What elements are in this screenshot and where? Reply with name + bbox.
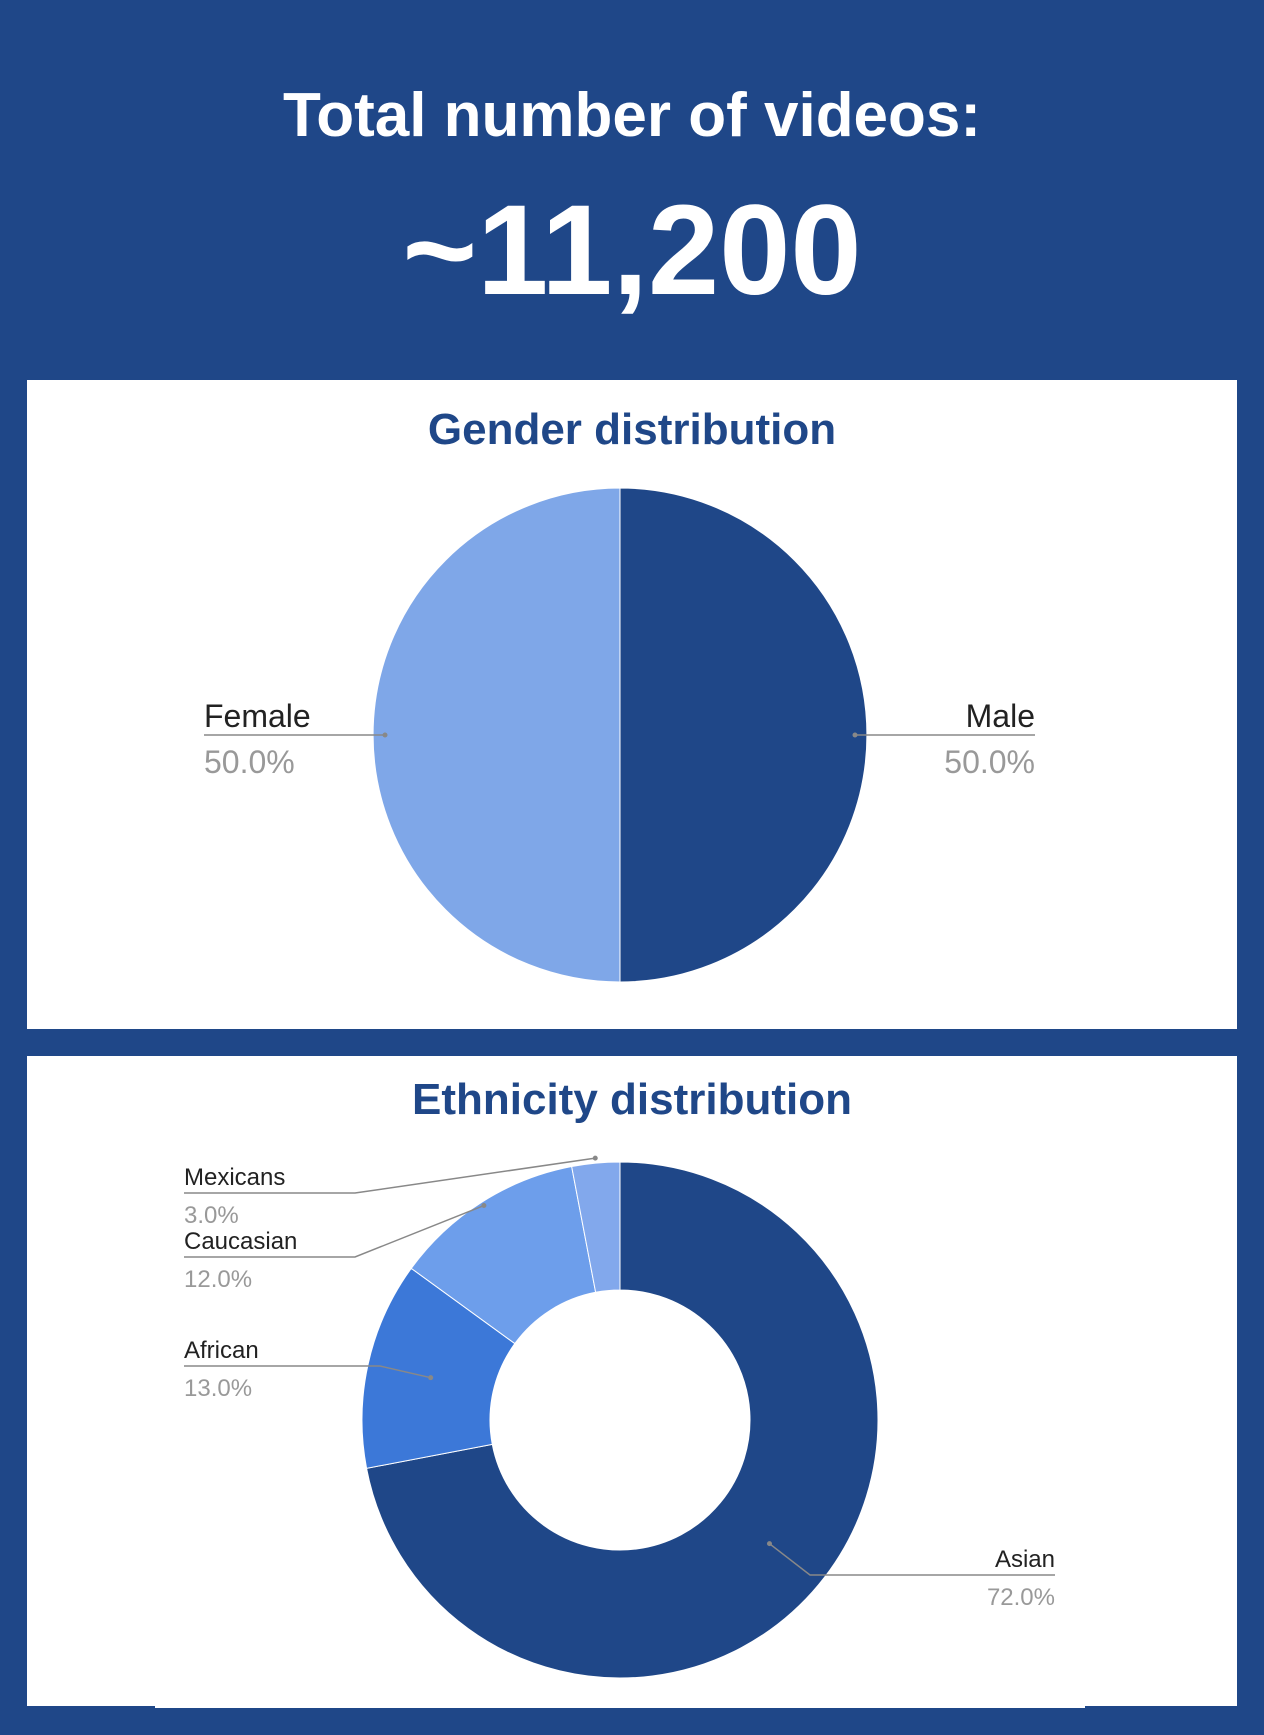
ethnicity-leader-mexicans [184, 1157, 596, 1194]
ethnicity-leader-dot-african [428, 1375, 434, 1381]
gender-leader-dot-male [852, 732, 858, 738]
ethnicity-leader-caucasian [184, 1204, 485, 1258]
ethnicity-leader-african [184, 1365, 431, 1379]
ethnicity-value-mexicans: 3.0% [184, 1202, 239, 1229]
header-title: Total number of videos: [282, 81, 982, 150]
ethnicity-leader-dot-mexicans [592, 1155, 598, 1161]
ethnicity-value-asian: 72.0% [987, 1584, 1055, 1611]
ethnicity-chart-title: Ethnicity distribution [412, 1075, 852, 1124]
gender-leader-dot-female [382, 732, 388, 738]
ethnicity-leader-dot-asian [766, 1541, 772, 1547]
ethnicity-slice-mexicans [571, 1161, 621, 1293]
ethnicity-slice-asian [365, 1161, 879, 1679]
gender-chart-title: Gender distribution [427, 405, 837, 454]
ethnicity-leader-asian [769, 1543, 1055, 1576]
ethnicity-value-caucasian: 12.0% [184, 1266, 252, 1293]
gender-value-male: 50.0% [944, 744, 1035, 780]
ethnicity-label-asian: Asian [995, 1546, 1055, 1573]
gender-slice-female [372, 487, 621, 983]
video-count: ~11,200 [402, 179, 862, 322]
gender-label-male: Male [966, 698, 1035, 734]
footer-strip [155, 1705, 1085, 1708]
gender-slice-male [619, 487, 868, 983]
ethnicity-value-african: 13.0% [184, 1375, 252, 1402]
ethnicity-leader-dot-caucasian [481, 1203, 487, 1209]
ethnicity-label-mexicans: Mexicans [184, 1164, 285, 1191]
ethnicity-label-caucasian: Caucasian [184, 1228, 297, 1255]
gender-value-female: 50.0% [204, 744, 295, 780]
ethnicity-label-african: African [184, 1337, 259, 1364]
gender-label-female: Female [204, 698, 311, 734]
